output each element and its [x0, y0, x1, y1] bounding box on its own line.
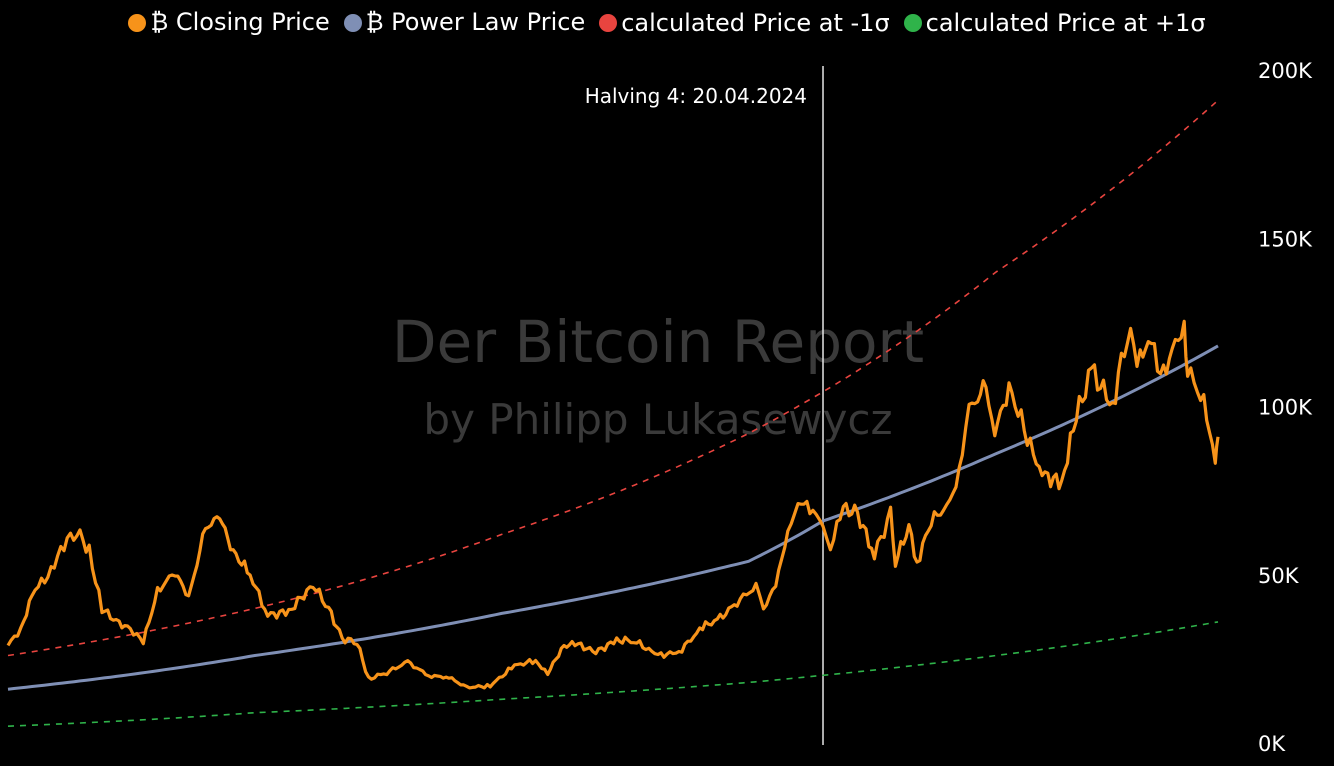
halving-label: Halving 4: 20.04.2024 [585, 84, 807, 108]
legend-swatch [343, 13, 362, 32]
watermark-subtitle: by Philipp Lukasewycz [423, 395, 892, 444]
legend-swatch [903, 13, 922, 32]
legend-label: ₿ Closing Price [150, 8, 330, 36]
minus-sigma-line [7, 99, 1219, 657]
legend-item: calculated Price at -1σ [599, 8, 890, 37]
y-tick-label: 200K [1258, 59, 1313, 83]
legend-swatch [128, 13, 147, 32]
watermark-title: Der Bitcoin Report [392, 308, 924, 376]
series-lines [6, 99, 1220, 727]
y-tick-label: 150K [1258, 227, 1313, 251]
legend-label: calculated Price at -1σ [621, 8, 890, 37]
annotations: Halving 4: 20.04.2024 [585, 66, 824, 745]
legend-item: ₿ Power Law Price [343, 8, 586, 37]
closing-price-line [6, 319, 1220, 690]
power-law-line [7, 344, 1219, 691]
plus-sigma-line [7, 621, 1219, 727]
legend-label: calculated Price at +1σ [925, 8, 1206, 37]
legend-label: ₿ Power Law Price [365, 8, 586, 36]
watermark: Der Bitcoin Report by Philipp Lukasewycz [392, 308, 924, 444]
legend: ₿ Closing Price ₿ Power Law Price calculat… [0, 8, 1334, 37]
y-tick-label: 0K [1258, 732, 1286, 756]
y-axis-ticks: 0K 50K 100K 150K 200K [1258, 59, 1313, 756]
y-tick-label: 50K [1258, 564, 1300, 588]
legend-item: ₿ Closing Price [128, 8, 330, 37]
y-tick-label: 100K [1258, 396, 1313, 420]
legend-swatch [599, 13, 618, 32]
legend-item: calculated Price at +1σ [903, 8, 1206, 37]
